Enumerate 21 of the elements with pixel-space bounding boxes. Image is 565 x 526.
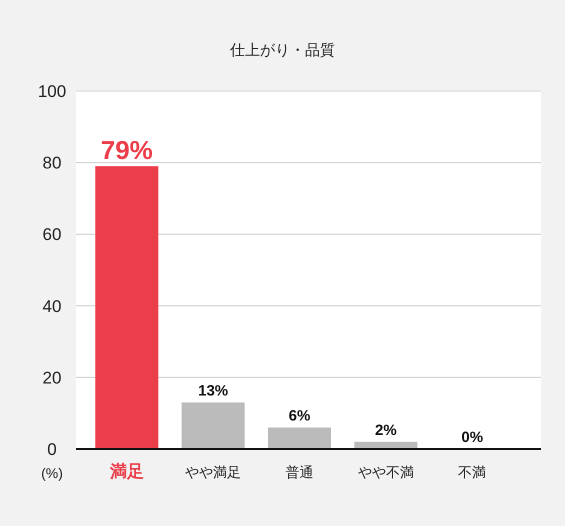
y-tick-label: 40 — [42, 296, 62, 316]
data-label: 0% — [461, 429, 484, 446]
y-tick-label: 80 — [42, 154, 62, 173]
y-tick-label: 60 — [42, 225, 62, 244]
bar — [268, 428, 332, 449]
data-label: 6% — [288, 408, 310, 425]
bar — [95, 166, 158, 449]
data-label: 79% — [100, 135, 153, 166]
data-label: 2% — [375, 422, 397, 439]
x-tick-label: 満足 — [108, 462, 144, 481]
y-tick-label: 20 — [42, 368, 62, 388]
y-tick-label: 0 — [47, 440, 57, 459]
x-tick-label: 普通 — [286, 464, 314, 480]
x-tick-label: 不満 — [458, 464, 486, 480]
x-tick-label: やや不満 — [358, 464, 414, 480]
bar — [182, 402, 245, 449]
x-tick-label: やや満足 — [185, 464, 242, 480]
y-tick-label: 100 — [38, 82, 66, 101]
chart-title: 仕上がり・品質 — [229, 42, 335, 59]
data-label: 13% — [198, 382, 228, 400]
y-axis-title: (%) — [41, 465, 63, 481]
